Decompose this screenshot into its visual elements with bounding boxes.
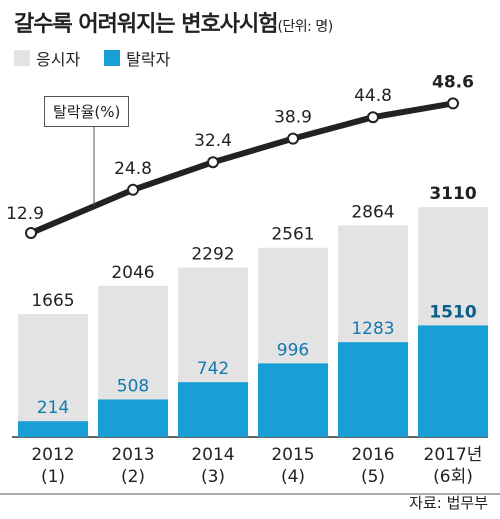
tick-label: (1) xyxy=(41,467,65,487)
bar-failures xyxy=(258,363,328,437)
label-failures: 508 xyxy=(117,376,149,396)
bar-failures xyxy=(18,421,88,437)
source-text: 자료: 법무부 xyxy=(409,494,488,512)
bar-failures xyxy=(338,342,408,437)
label-failures: 1510 xyxy=(429,302,476,322)
legend-label-failures: 탈락자 xyxy=(126,50,171,69)
label-applicants: 2292 xyxy=(191,245,234,265)
legend-swatch-applicants xyxy=(14,50,30,66)
rate-point xyxy=(287,132,299,145)
rate-point xyxy=(367,111,379,124)
tick-label: (5) xyxy=(361,467,385,487)
legend-label-applicants: 응시자 xyxy=(36,50,81,69)
label-applicants: 2561 xyxy=(271,225,314,245)
bar-failures xyxy=(178,382,248,437)
title-text: 갈수록 어려워지는 변호사시험 xyxy=(14,12,278,37)
tick-label: 2012 xyxy=(31,445,74,465)
label-failures: 996 xyxy=(277,340,309,360)
bar-failures xyxy=(418,325,488,437)
tick-label: 2015 xyxy=(271,445,314,465)
rate-label: 44.8 xyxy=(354,86,392,106)
tick-label: 2013 xyxy=(111,445,154,465)
label-failures: 742 xyxy=(197,359,229,379)
rate-point xyxy=(207,156,219,169)
rate-label: 38.9 xyxy=(274,108,312,128)
rate-point xyxy=(25,227,37,239)
legend-item-failures: 탈락자 xyxy=(104,46,170,70)
label-failures: 1283 xyxy=(351,319,394,339)
legend-swatch-failures xyxy=(104,50,121,66)
label-applicants: 3110 xyxy=(429,184,476,204)
legend-item-applicants: 응시자 xyxy=(14,46,80,70)
bar-failures xyxy=(98,399,168,437)
rate-label: 48.6 xyxy=(432,72,474,92)
rate-label: 12.9 xyxy=(6,204,44,224)
label-applicants: 1665 xyxy=(31,291,74,311)
bar-applicants xyxy=(18,313,88,437)
line-label-box: 탈락율(%) xyxy=(44,96,130,127)
chart-title: 갈수록 어려워지는 변호사시험(단위: 명) xyxy=(14,6,333,38)
label-applicants: 2864 xyxy=(351,202,394,222)
legend: 응시자 탈락자 xyxy=(14,46,194,70)
label-applicants: 2046 xyxy=(111,263,154,283)
rate-line xyxy=(29,100,454,236)
rate-label: 24.8 xyxy=(114,159,152,179)
tick-label: 2017년 xyxy=(424,445,483,465)
tick-label: (6회) xyxy=(433,467,473,487)
unit-text: (단위: 명) xyxy=(277,19,333,35)
tick-label: 2014 xyxy=(191,445,234,465)
tick-label: (4) xyxy=(281,467,305,487)
label-failures: 214 xyxy=(37,398,69,418)
tick-label: 2016 xyxy=(351,445,394,465)
rate-point xyxy=(127,183,139,196)
rate-label: 32.4 xyxy=(194,131,232,151)
rate-point xyxy=(447,97,459,110)
tick-label: (2) xyxy=(121,467,145,487)
tick-label: (3) xyxy=(201,467,225,487)
